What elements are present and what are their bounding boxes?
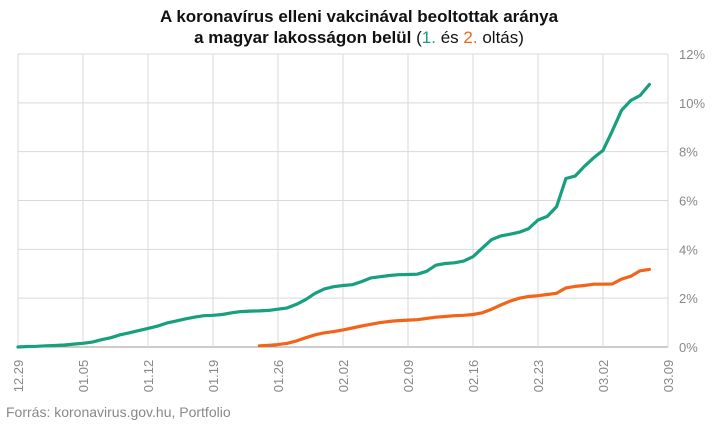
legend-first-dose: 1. [421, 28, 436, 47]
x-tick-label: 03.02 [596, 360, 611, 393]
chart-title: A koronavírus elleni vakcinával beoltott… [0, 6, 718, 48]
y-tick-label: 6% [679, 194, 698, 209]
x-tick-label: 02.16 [466, 360, 481, 393]
legend-dose-word: oltás) [482, 28, 524, 47]
series-lines [16, 82, 651, 349]
y-tick-label: 4% [679, 242, 698, 257]
source-note: Forrás: koronavirus.gov.hu, Portfolio [6, 404, 231, 420]
x-tick-label: 01.26 [271, 360, 286, 393]
title-line-1: A koronavírus elleni vakcinával beoltott… [159, 7, 559, 26]
grid-lines [17, 53, 669, 348]
y-tick-label: 10% [679, 96, 705, 111]
legend-and-word: és [440, 28, 459, 47]
series-line-second-dose [257, 267, 651, 348]
x-axis-ticks: 12.29 01.05 01.12 01.19 01.26 02.02 02.09 02.16… [11, 360, 676, 393]
x-tick-label: 01.19 [206, 360, 221, 393]
title-line-2-main: a magyar lakosságon belül [194, 28, 412, 47]
y-axis-ticks: 0% 2% 4% 6% 8% 10% 12% [679, 47, 705, 355]
title-line-2: a magyar lakosságon belül (1. és 2. oltá… [0, 27, 718, 48]
x-tick-label: 03.09 [661, 360, 676, 393]
x-tick-label: 02.02 [336, 360, 351, 393]
y-tick-label: 2% [679, 291, 698, 306]
series-line-first-dose [16, 82, 651, 349]
x-tick-label: 02.23 [531, 360, 546, 393]
y-tick-label: 8% [679, 145, 698, 160]
x-tick-label: 01.12 [141, 360, 156, 393]
y-tick-label: 12% [679, 47, 705, 62]
x-tick-label: 02.09 [401, 360, 416, 393]
title-paren-open: ( [416, 28, 422, 47]
x-tick-label: 01.05 [76, 360, 91, 393]
x-tick-label: 12.29 [11, 360, 26, 393]
y-tick-label: 0% [679, 340, 698, 355]
legend-second-dose: 2. [463, 28, 478, 47]
